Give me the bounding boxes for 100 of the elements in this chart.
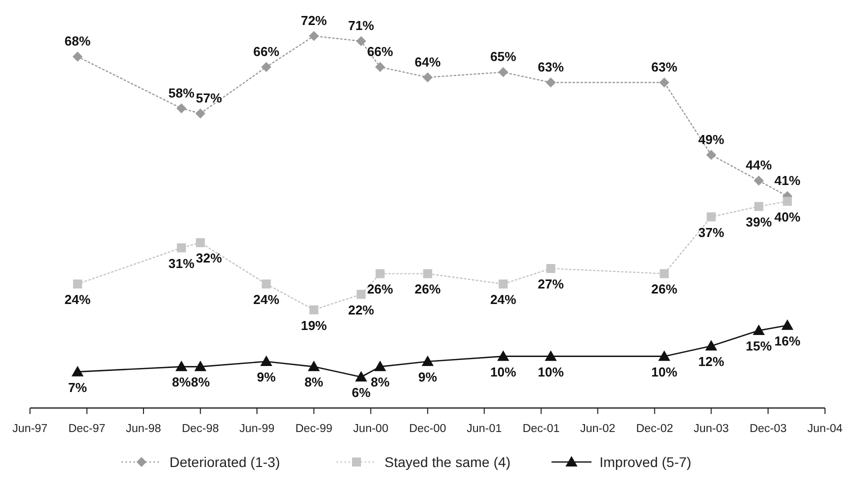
legend-label: Stayed the same (4): [384, 454, 511, 470]
point: [752, 324, 765, 335]
data-label: 63%: [651, 60, 678, 74]
data-label: 9%: [256, 370, 276, 384]
point: [73, 280, 82, 288]
data-label: 10%: [490, 364, 517, 380]
data-label: 63%: [538, 60, 564, 74]
data-label: 22%: [348, 302, 375, 318]
point: [422, 72, 433, 82]
data-label: 65%: [490, 49, 517, 64]
point: [308, 360, 320, 372]
data-label: 26%: [414, 282, 442, 297]
data-label: 6%: [352, 385, 371, 400]
x-tick-label: Jun-98: [126, 423, 162, 435]
x-tick-label: Jun-02: [580, 423, 616, 435]
point: [423, 269, 432, 278]
data-label: 57%: [196, 90, 222, 106]
data-label: 66%: [253, 44, 280, 59]
point: [546, 264, 556, 273]
data-label: 24%: [490, 292, 517, 307]
point: [422, 356, 434, 366]
point: [376, 269, 385, 278]
point: [356, 290, 366, 299]
x-tick-label: Jun-97: [12, 423, 48, 435]
data-label: 8%: [370, 374, 390, 390]
x-tick-label: Dec-98: [182, 423, 219, 435]
point: [658, 350, 670, 361]
point: [375, 62, 386, 72]
x-tick-label: Dec-97: [68, 423, 106, 435]
data-label: 37%: [698, 224, 725, 240]
point: [546, 78, 556, 88]
x-tick-label: Jun-03: [694, 423, 729, 435]
point: [781, 319, 794, 330]
data-label: 58%: [168, 85, 195, 100]
data-label: 44%: [746, 158, 772, 173]
data-label: 31%: [168, 256, 195, 271]
data-label: 32%: [196, 250, 222, 266]
data-label: 10%: [538, 364, 564, 380]
data-label: 24%: [64, 292, 92, 307]
data-label: 8%: [191, 374, 210, 390]
point: [175, 360, 188, 372]
point: [176, 243, 186, 252]
point: [262, 280, 271, 288]
data-label: 27%: [538, 276, 564, 292]
data-label: 9%: [418, 370, 438, 384]
point: [261, 62, 272, 72]
point: [497, 350, 510, 361]
data-label: 68%: [64, 34, 92, 49]
x-tick-label: Dec-02: [636, 423, 674, 435]
point: [196, 238, 205, 248]
x-tick-label: Dec-99: [295, 423, 332, 435]
data-label: 64%: [414, 54, 442, 70]
data-label: 26%: [367, 282, 394, 297]
data-label: 8%: [304, 374, 324, 390]
point: [498, 280, 508, 288]
legend-label: Improved (5-7): [600, 454, 692, 470]
point: [374, 360, 386, 372]
x-tick-label: Dec-00: [409, 423, 446, 435]
data-label: 49%: [698, 132, 725, 147]
data-label: 7%: [68, 380, 88, 395]
point: [176, 103, 186, 114]
data-label: 39%: [746, 214, 772, 230]
data-label: 72%: [300, 13, 328, 28]
point: [659, 78, 670, 88]
data-label: 40%: [774, 209, 801, 224]
point: [660, 269, 669, 278]
point: [72, 366, 84, 376]
point: [754, 176, 764, 186]
point: [194, 360, 206, 372]
legend-label: Deteriorated (1-3): [170, 454, 280, 470]
x-tick-label: Jun-00: [353, 423, 388, 435]
x-tick-label: Dec-03: [750, 423, 787, 435]
point: [782, 196, 792, 206]
x-tick-label: Dec-01: [522, 423, 560, 435]
data-label: 8%: [172, 374, 192, 390]
point: [705, 340, 718, 350]
x-tick-label: Jun-99: [239, 423, 275, 435]
data-label: 24%: [253, 292, 280, 307]
data-label: 12%: [698, 354, 725, 369]
point: [308, 31, 319, 41]
point: [706, 150, 716, 160]
data-label: 15%: [746, 338, 772, 354]
data-label: 19%: [300, 318, 328, 333]
point: [260, 356, 272, 366]
point: [195, 108, 206, 118]
point: [356, 36, 366, 46]
x-tick-label: Jun-04: [807, 423, 844, 435]
point: [706, 212, 716, 222]
point: [355, 371, 368, 382]
point: [754, 202, 764, 211]
data-label: 41%: [774, 173, 801, 188]
x-tick-label: Jun-01: [466, 423, 502, 435]
point: [498, 67, 508, 78]
data-label: 16%: [774, 333, 801, 348]
data-label: 26%: [651, 282, 678, 297]
point: [309, 305, 318, 314]
point: [544, 350, 557, 361]
point: [72, 52, 83, 62]
data-label: 10%: [651, 364, 678, 380]
data-label: 66%: [367, 44, 394, 59]
